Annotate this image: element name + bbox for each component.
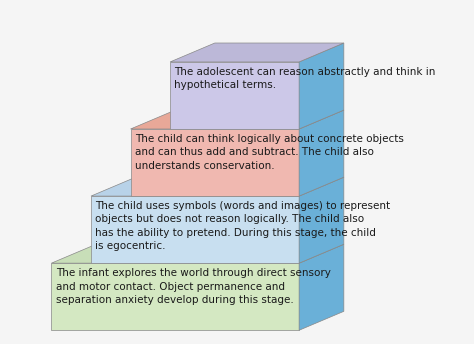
FancyBboxPatch shape <box>91 196 299 263</box>
Text: The infant explores the world through direct sensory
and motor contact. Object p: The infant explores the world through di… <box>55 268 330 305</box>
Polygon shape <box>52 244 344 263</box>
Text: The adolescent can reason abstractly and think in
hypothetical terms.: The adolescent can reason abstractly and… <box>174 67 436 90</box>
Text: The child uses symbols (words and images) to represent
objects but does not reas: The child uses symbols (words and images… <box>95 201 390 251</box>
Polygon shape <box>91 177 344 196</box>
Polygon shape <box>299 244 344 330</box>
Text: The child can think logically about concrete objects
and can thus add and subtra: The child can think logically about conc… <box>135 134 403 171</box>
FancyBboxPatch shape <box>170 62 299 129</box>
Polygon shape <box>170 43 344 62</box>
FancyBboxPatch shape <box>52 263 299 330</box>
Polygon shape <box>299 43 344 129</box>
FancyBboxPatch shape <box>130 129 299 196</box>
Polygon shape <box>130 110 344 129</box>
Polygon shape <box>299 110 344 196</box>
Polygon shape <box>299 177 344 263</box>
